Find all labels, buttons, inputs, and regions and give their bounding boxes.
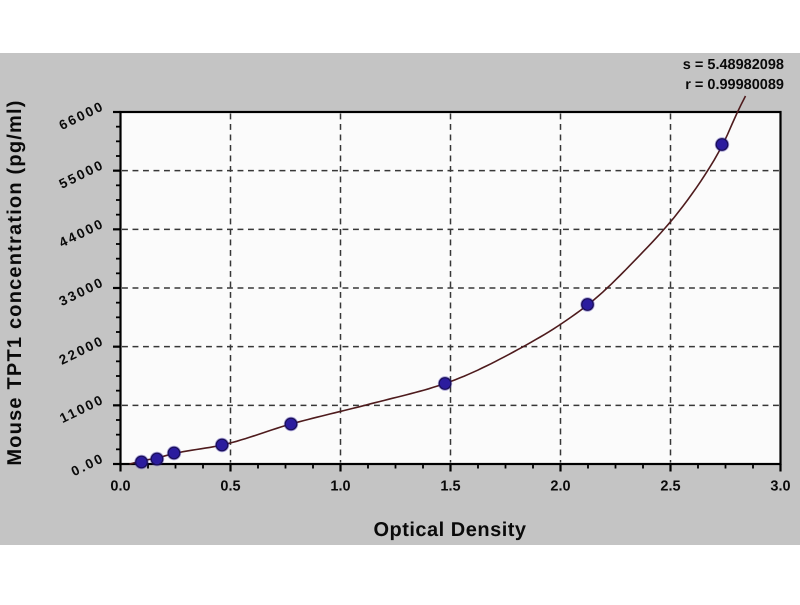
svg-text:Mouse TPT1 concentration (pg/m: Mouse TPT1 concentration (pg/ml) [4, 99, 26, 465]
svg-text:55000: 55000 [57, 157, 107, 192]
svg-text:2.0: 2.0 [550, 479, 570, 495]
svg-text:0.5: 0.5 [220, 479, 240, 495]
svg-text:66000: 66000 [57, 98, 107, 133]
svg-text:s = 5.48982098: s = 5.48982098 [683, 57, 784, 73]
svg-text:2.5: 2.5 [660, 479, 680, 495]
svg-text:Optical Density: Optical Density [373, 519, 526, 541]
svg-text:0.00: 0.00 [69, 450, 107, 479]
svg-text:22000: 22000 [57, 333, 107, 368]
svg-text:33000: 33000 [57, 274, 107, 309]
svg-text:3.0: 3.0 [770, 479, 790, 495]
svg-text:1.5: 1.5 [440, 479, 460, 495]
svg-text:11000: 11000 [57, 392, 107, 426]
svg-text:0.0: 0.0 [110, 479, 130, 495]
svg-text:r = 0.99980089: r = 0.99980089 [685, 77, 784, 93]
svg-text:1.0: 1.0 [330, 479, 350, 495]
svg-text:44000: 44000 [57, 216, 107, 251]
